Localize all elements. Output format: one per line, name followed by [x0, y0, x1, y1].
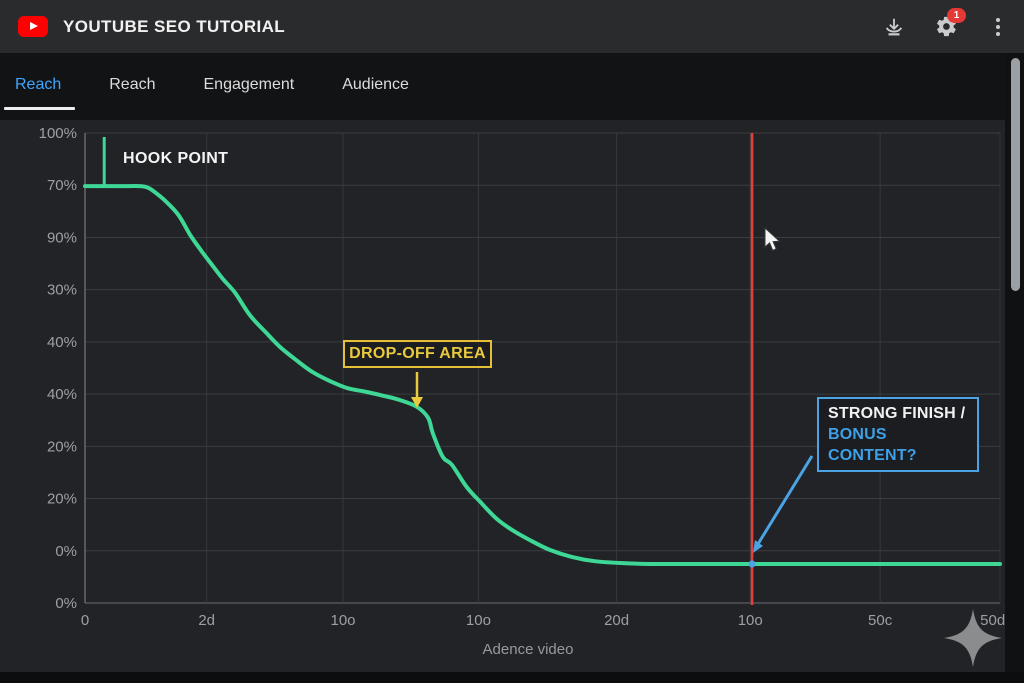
more-options-button[interactable]	[986, 15, 1010, 39]
tab-reach-active[interactable]: Reach	[4, 76, 75, 110]
annotation-dropoff-box: DROP-OFF AREA	[343, 340, 492, 368]
annotation-strong-finish-line1: STRONG FINISH /	[828, 405, 966, 422]
tab-label: Reach	[15, 76, 62, 93]
tab-reach[interactable]: Reach	[109, 76, 155, 94]
annotation-hook-point: HOOK POINT	[123, 150, 229, 167]
active-tab-underline	[4, 107, 75, 110]
tab-audience[interactable]: Audience	[342, 76, 409, 94]
bottom-strip	[0, 672, 1024, 683]
chart-panel	[0, 120, 1005, 672]
kebab-menu-icon	[996, 17, 1000, 36]
tab-label: Engagement	[203, 76, 295, 93]
download-button[interactable]	[882, 15, 906, 39]
page-title: YOUTUBE SEO TUTORIAL	[63, 16, 286, 36]
mouse-cursor-icon	[764, 227, 781, 251]
notification-badge: 1	[947, 7, 966, 23]
annotation-strong-finish-box: STRONG FINISH / BONUS CONTENT?	[817, 397, 979, 472]
settings-button[interactable]: 1	[934, 7, 966, 39]
topbar-actions: 1	[882, 7, 1010, 39]
sparkle-icon[interactable]	[942, 607, 1004, 669]
tab-bar: Reach Reach Engagement Audience	[0, 53, 1005, 120]
annotation-bonus-content-line2: BONUS CONTENT?	[828, 426, 917, 464]
youtube-logo-icon[interactable]	[18, 16, 48, 37]
download-icon	[885, 18, 903, 35]
topbar: YOUTUBE SEO TUTORIAL 1	[0, 0, 1024, 53]
scrollbar-thumb[interactable]	[1011, 58, 1020, 291]
tab-label: Reach	[109, 76, 156, 93]
tab-label: Audience	[342, 76, 409, 93]
tab-engagement[interactable]: Engagement	[204, 76, 295, 94]
